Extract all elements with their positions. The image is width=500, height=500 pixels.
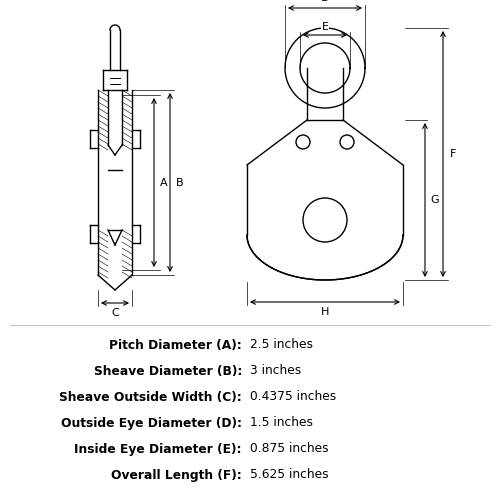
- Text: A: A: [160, 178, 168, 188]
- Text: 1.5 inches: 1.5 inches: [250, 416, 313, 430]
- Text: B: B: [176, 178, 184, 188]
- Text: 0.875 inches: 0.875 inches: [250, 442, 328, 456]
- Text: 5.625 inches: 5.625 inches: [250, 468, 328, 481]
- Text: F: F: [450, 149, 456, 159]
- Text: C: C: [111, 308, 119, 318]
- Text: Outside Eye Diameter (D):: Outside Eye Diameter (D):: [61, 416, 242, 430]
- Text: H: H: [321, 307, 329, 317]
- Text: Overall Length (F):: Overall Length (F):: [111, 468, 242, 481]
- Text: D: D: [321, 0, 329, 3]
- Text: 0.4375 inches: 0.4375 inches: [250, 390, 336, 404]
- Text: Sheave Diameter (B):: Sheave Diameter (B):: [94, 364, 242, 378]
- Text: G: G: [430, 195, 440, 205]
- Text: 3 inches: 3 inches: [250, 364, 301, 378]
- Text: Sheave Outside Width (C):: Sheave Outside Width (C):: [60, 390, 242, 404]
- Text: Inside Eye Diameter (E):: Inside Eye Diameter (E):: [74, 442, 242, 456]
- Text: E: E: [322, 22, 328, 32]
- Text: 2.5 inches: 2.5 inches: [250, 338, 313, 351]
- Text: Pitch Diameter (A):: Pitch Diameter (A):: [109, 338, 242, 351]
